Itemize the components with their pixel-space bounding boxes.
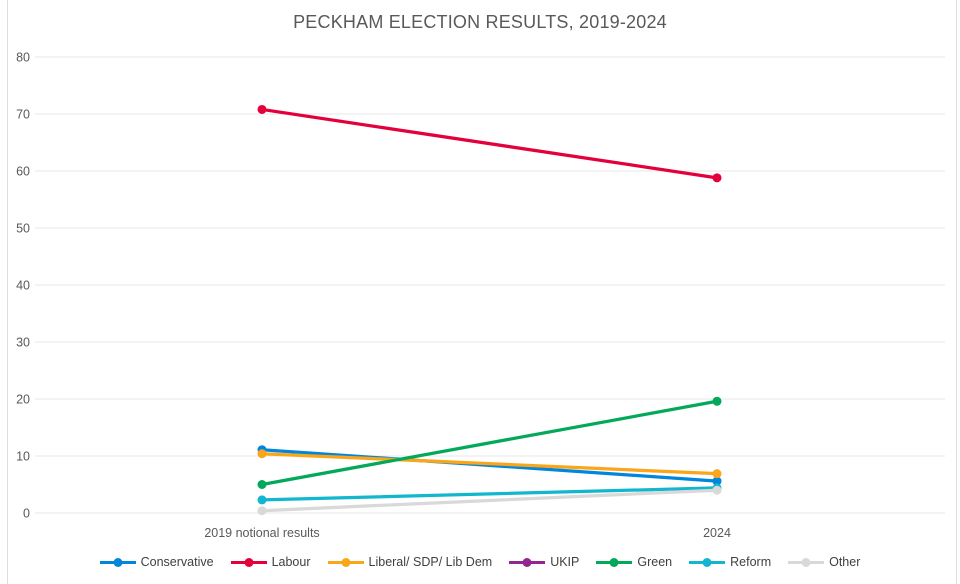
data-point-labour-0 (257, 104, 267, 114)
legend-marker-conservative-icon (99, 557, 136, 567)
series-line-liberal-sdp-lib-dem (260, 452, 719, 476)
legend-item-conservative: Conservative (99, 555, 214, 569)
legend-item-other: Other (788, 555, 860, 569)
data-point-green-0 (257, 480, 267, 489)
legend-label: Conservative (140, 555, 214, 569)
y-tick-label-60: 60 (16, 165, 30, 179)
x-category-label-2019-notional-results: 2019 notional results (204, 526, 319, 540)
legend-label: Other (829, 555, 861, 569)
data-point-other-0 (257, 506, 267, 516)
legend-marker-dot (702, 557, 712, 567)
series-line-other (260, 488, 719, 513)
data-point-reform-0 (257, 495, 267, 505)
legend-item-labour: Labour (230, 555, 311, 569)
series-line-labour (260, 107, 719, 180)
legend-marker-dot (522, 557, 532, 567)
y-tick-label-80: 80 (16, 51, 30, 65)
legend-marker-reform-icon (689, 557, 726, 567)
legend-marker-dot (113, 557, 123, 567)
legend-marker-other-icon (788, 557, 825, 567)
legend-item-liberal-sdp-lib-dem: Liberal/ SDP/ Lib Dem (327, 555, 493, 569)
legend-label: UKIP (550, 555, 580, 569)
legend-item-green: Green (596, 555, 672, 569)
legend-label: Green (637, 555, 673, 569)
legend-marker-dot (801, 557, 811, 567)
data-point-other-1 (712, 485, 722, 495)
x-category-label-2024: 2024 (703, 526, 731, 540)
legend-marker-dot (609, 557, 619, 567)
series-line-green (260, 399, 719, 487)
legend-item-reform: Reform (689, 555, 771, 569)
data-point-liberal-sdp-lib-dem-1 (712, 469, 722, 479)
legend-marker-labour-icon (230, 557, 267, 567)
y-tick-label-40: 40 (16, 279, 30, 293)
legend-marker-ukip-icon (509, 557, 546, 567)
y-tick-label-0: 0 (23, 507, 30, 521)
data-point-labour-1 (712, 173, 722, 183)
data-point-conservative-1 (712, 476, 722, 486)
data-point-green-1 (712, 396, 722, 406)
legend-marker-liberal-sdp-lib-dem-icon (327, 557, 364, 567)
y-tick-label-20: 20 (16, 393, 30, 407)
series-line-reform (260, 486, 719, 502)
chart-right-border (956, 0, 957, 584)
y-tick-label-10: 10 (16, 450, 30, 464)
chart-left-border (7, 0, 8, 584)
chart-title: PECKHAM ELECTION RESULTS, 2019-2024 (293, 12, 667, 32)
data-point-liberal-sdp-lib-dem-0 (257, 449, 267, 459)
series-line-conservative (260, 448, 719, 483)
legend-marker-green-icon (596, 557, 633, 567)
legend-marker-dot (341, 557, 351, 567)
legend-item-ukip: UKIP (509, 555, 579, 569)
y-tick-label-30: 30 (16, 336, 30, 350)
chart-legend: Conservative Labour Liberal/ SDP/ Lib Dem U… (0, 551, 960, 573)
legend-label: Reform (730, 555, 772, 569)
legend-label: Labour (271, 555, 311, 569)
legend-label: Liberal/ SDP/ Lib Dem (368, 555, 493, 569)
y-tick-label-50: 50 (16, 222, 30, 236)
y-tick-label-70: 70 (16, 108, 30, 122)
legend-marker-dot (244, 557, 254, 567)
